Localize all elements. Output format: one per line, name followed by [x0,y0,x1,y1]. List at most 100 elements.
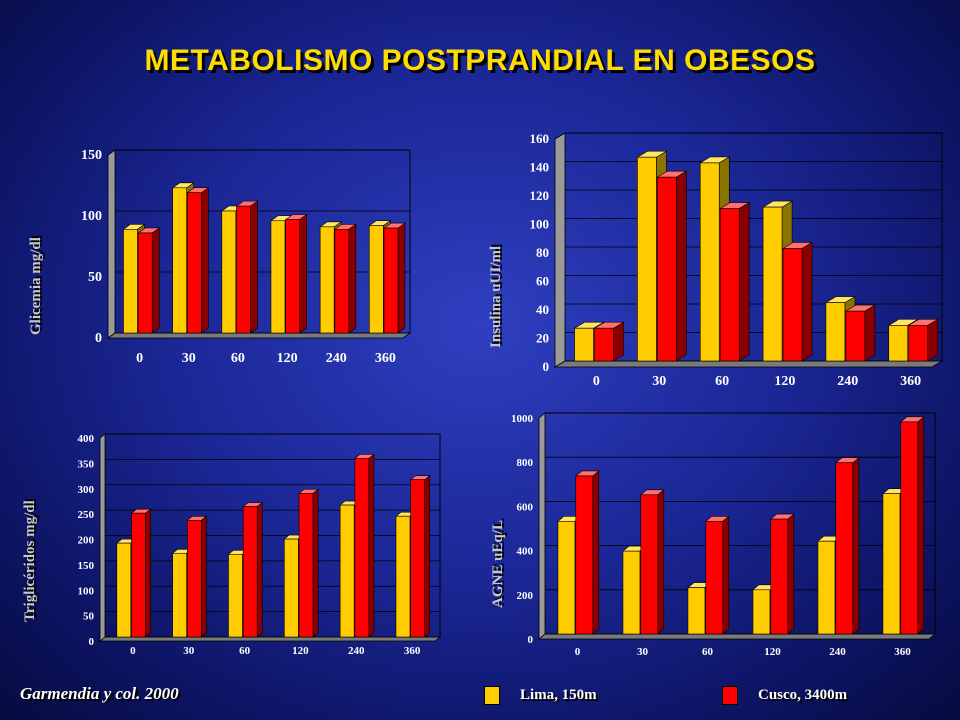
legend-lima: Lima, 150m [484,686,597,705]
bar-front [285,219,300,334]
y-tick-label: 50 [88,270,102,285]
x-tick-label: 30 [182,351,196,366]
x-tick-label: 360 [375,351,396,366]
bar-front [900,421,919,635]
y-tick-label: 0 [543,359,550,374]
bar-front [637,156,657,362]
x-tick-label: 360 [894,646,911,658]
plot-wall [554,132,566,368]
bar-front [845,310,866,362]
plot-area [544,412,936,635]
page-title: METABOLISMO POSTPRANDIAL EN OBESOS [144,44,816,77]
bar-front [172,552,187,638]
y-tick-label: 200 [517,590,534,602]
bar-front [557,520,576,635]
x-tick-label: 120 [277,351,298,366]
bar-side [397,222,406,334]
bar-front [284,538,299,638]
y-tick-label: 0 [95,331,102,346]
plot-wall [99,433,106,642]
x-tick-label: 30 [637,646,649,658]
y-tick-label: 400 [78,433,95,445]
y-tick-label: 0 [89,636,95,648]
bar-front [705,520,724,635]
bar-front [410,479,425,638]
bar-side [852,457,860,635]
bar-front [334,229,350,334]
legend-label-lima: Lima, 150m [520,687,597,703]
chart-2: 0 20 40 60 80 100 120 140 160 0 30 60 120 240 360 [530,131,944,389]
legend-swatch-cusco [722,686,738,705]
bar-front [782,248,803,362]
chart3-ylabel: Triglicéridos mg/dl [22,500,38,622]
bar-front [908,325,928,362]
x-tick-label: 30 [183,645,195,657]
y-tick-label: 80 [536,245,549,260]
x-tick-label: 60 [231,351,245,366]
bar-side [250,200,258,334]
bar-side [256,501,263,638]
y-tick-label: 0 [528,634,534,646]
y-tick-label: 150 [81,148,102,163]
bar-front [187,519,202,638]
x-tick-label: 0 [575,646,581,658]
y-tick-label: 200 [78,535,95,547]
bar-cusco [656,170,688,362]
x-tick-label: 0 [130,645,136,657]
x-tick-label: 0 [593,374,600,389]
y-tick-label: 100 [530,217,550,232]
bar-front [395,515,411,638]
bar-front [298,493,314,638]
bar-front [131,512,146,638]
bar-front [888,325,909,362]
chart1-ylabel: Glicemia mg/dl [28,237,44,335]
bar-side [299,213,307,334]
bar-side [201,187,209,334]
bar-front [123,229,138,334]
chart2-ylabel: Insulina uUI/ml [488,245,504,348]
y-tick-label: 600 [517,501,534,513]
x-tick-label: 60 [715,374,729,389]
bar-front [354,458,370,638]
bar-cusco [186,187,210,334]
bar-front [319,226,335,334]
bar-cusco [899,416,925,635]
bar-front [187,192,202,334]
y-tick-label: 40 [536,302,549,317]
bar-cusco [284,213,308,334]
bar-side [927,318,938,362]
plot-wall [107,149,116,339]
y-tick-label: 1000 [511,413,534,425]
bar-front [657,176,677,362]
bar-cusco [333,223,357,334]
y-tick-label: 300 [78,484,95,496]
legend-cusco: Cusco, 3400m [722,686,847,705]
bar-front [369,225,384,334]
bar-cusco [137,227,161,334]
x-tick-label: 120 [764,646,781,658]
bar-cusco [907,318,939,362]
bar-side [787,513,795,635]
x-tick-label: 240 [326,351,347,366]
citation: Garmendia y col. 2000 [20,684,179,703]
plot-floor [553,360,944,368]
x-tick-label: 0 [136,351,143,366]
x-tick-label: 120 [292,645,309,657]
bar-front [221,210,237,334]
bar-side [676,170,687,362]
bar-side [613,321,624,362]
bar-front [137,232,153,334]
bar-side [864,304,876,362]
bar-front [228,553,243,638]
bar-front [719,208,740,362]
y-tick-label: 50 [83,611,95,623]
bar-side [368,453,375,638]
y-tick-label: 250 [78,509,95,521]
y-tick-label: 800 [517,457,534,469]
bar-front [752,589,771,635]
x-tick-label: 60 [702,646,714,658]
y-tick-label: 100 [78,585,95,597]
bar-front [236,205,251,334]
plot-wall [538,412,546,640]
y-tick-label: 20 [536,331,549,346]
